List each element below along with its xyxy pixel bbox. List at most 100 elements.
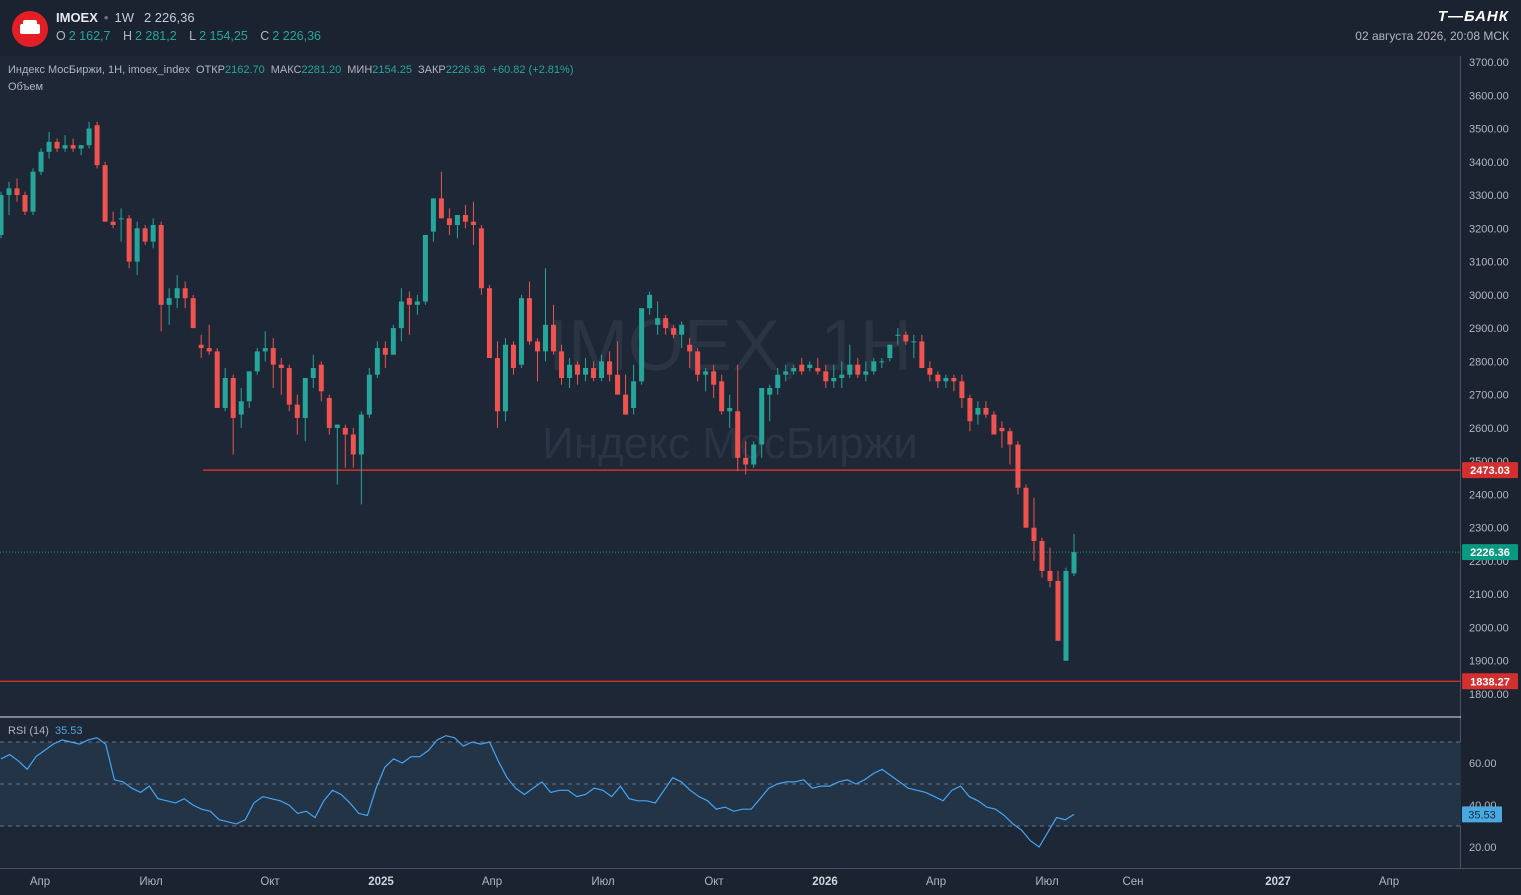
candle-body (518, 298, 524, 365)
candle-body (1071, 552, 1077, 574)
candle-body (182, 288, 188, 299)
price-tick: 3400.00 (1469, 157, 1509, 169)
candle-body (615, 374, 621, 395)
candle-body (927, 368, 933, 375)
price-tick: 2600.00 (1469, 423, 1509, 435)
candle-body (791, 368, 797, 372)
legend-open-value: 2162.70 (224, 64, 265, 76)
price-axis[interactable] (1460, 56, 1521, 868)
time-tick: Окт (704, 876, 724, 888)
candle-body (575, 364, 581, 375)
candle-body (719, 381, 725, 412)
price-tick: 1800.00 (1469, 689, 1509, 701)
candle-body (358, 414, 364, 455)
ticker-symbol[interactable]: IMOEX (56, 10, 98, 25)
candle-body (967, 397, 973, 422)
candle-body (639, 308, 645, 382)
candle-body (414, 301, 420, 305)
ohlc-open-value: 2 162,7 (68, 29, 111, 43)
level-price-badge (1462, 673, 1518, 690)
candle-body (535, 341, 540, 352)
candle-body (502, 344, 508, 412)
level-price-label: 1838.27 (1470, 676, 1510, 688)
candle-body (839, 374, 845, 378)
candle-body (326, 397, 332, 428)
timeframe-label[interactable]: 1W (114, 10, 134, 25)
candle-body (831, 378, 837, 382)
candle-body (607, 361, 613, 375)
candle-body (350, 434, 356, 455)
ohlc-low-key: L (189, 29, 197, 43)
candle-body (294, 404, 300, 418)
candle-body (775, 374, 781, 388)
time-tick: Июл (1035, 876, 1058, 888)
rsi-tick: 20.00 (1469, 842, 1497, 854)
candle-body (0, 195, 4, 235)
candle-body (895, 334, 901, 336)
candle-body (871, 361, 877, 372)
candle-body (1063, 570, 1069, 661)
candle-body (903, 334, 909, 342)
price-tick: 2100.00 (1469, 589, 1509, 601)
legend-low-label: МИН (347, 64, 373, 76)
candle-body (198, 344, 204, 349)
time-tick: Апр (926, 876, 946, 888)
candle-body (919, 341, 925, 369)
candle-body (302, 378, 308, 418)
legend-symbol: Индекс МосБиржи, 1Н, imoex_index (8, 64, 190, 76)
candle-body (374, 348, 380, 375)
time-tick: Июл (591, 876, 614, 888)
candle-body (943, 378, 949, 382)
candle-body (1007, 431, 1013, 445)
candle-body (310, 368, 316, 378)
candle-body (735, 411, 741, 458)
candle-body (470, 221, 476, 225)
candle-body (94, 125, 100, 166)
candle-body (70, 145, 76, 149)
candle-body (887, 344, 893, 359)
time-tick: 2027 (1265, 876, 1291, 888)
brand-name: Т—БАНК (1437, 8, 1509, 25)
last-price: 2 226,36 (143, 10, 195, 25)
candle-body (959, 381, 965, 398)
candle-body (559, 351, 565, 378)
price-tick: 1900.00 (1469, 656, 1509, 668)
price-tick: 2000.00 (1469, 622, 1509, 634)
candle-body (679, 324, 685, 335)
candle-body (126, 218, 132, 262)
legend-close-label: ЗАКР (418, 64, 446, 76)
candle-body (991, 414, 997, 435)
time-axis[interactable] (0, 868, 1521, 895)
candle-body (655, 318, 661, 325)
time-tick: Июл (139, 876, 162, 888)
candle-body (206, 348, 212, 352)
time-tick: Апр (482, 876, 502, 888)
ohlc-close-key: C (260, 29, 270, 43)
candle-body (951, 378, 957, 382)
candle-body (54, 141, 60, 149)
candle-body (751, 444, 757, 465)
candle-body (78, 145, 84, 149)
candle-body (6, 188, 12, 196)
candle-body (727, 407, 733, 412)
datetime-label: 02 августа 2026, 20:08 МСК (1355, 29, 1509, 43)
time-tick: 2025 (368, 876, 394, 888)
candle-body (334, 424, 340, 428)
price-tick: 2400.00 (1469, 489, 1509, 501)
candle-body (759, 387, 765, 445)
candle-body (711, 371, 717, 385)
legend-high-label: МАКС (270, 64, 302, 76)
level-price-badge (1462, 462, 1518, 479)
price-tick: 2700.00 (1469, 390, 1509, 402)
candle-body (743, 457, 749, 465)
candle-body (438, 198, 444, 219)
candle-body (799, 364, 805, 372)
rsi-legend: RSI (14) 35.53 (8, 725, 83, 737)
price-tick: 2800.00 (1469, 356, 1509, 368)
candle-body (1031, 527, 1037, 541)
price-tick: 3200.00 (1469, 223, 1509, 235)
candle-body (623, 394, 629, 415)
rsi-tick: 60.00 (1469, 758, 1497, 770)
candle-body (366, 374, 372, 415)
chart-pane[interactable] (0, 56, 1460, 868)
